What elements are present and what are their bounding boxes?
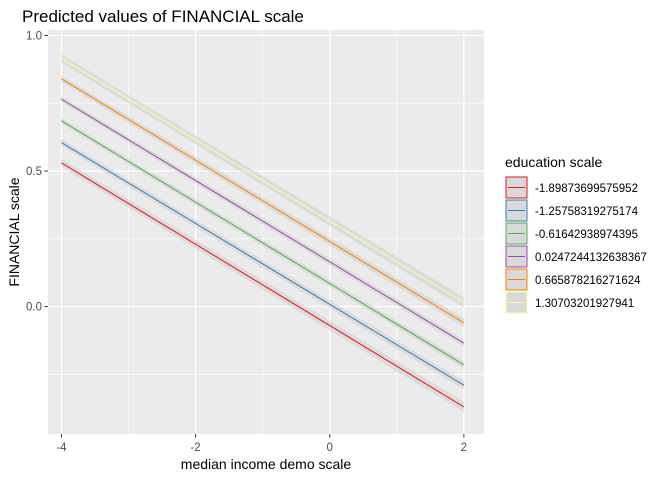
- series-line-0: [61, 162, 465, 408]
- ci-ribbon-0: [61, 158, 464, 413]
- legend-label: -1.25758319275174: [535, 206, 639, 218]
- y-tick-label: 0.5: [26, 166, 42, 178]
- y-axis-ticks: 0.0 0.5 1.0: [26, 30, 48, 314]
- legend-item: -1.25758319275174: [505, 199, 639, 222]
- legend-item: 0.665878216271624: [505, 268, 641, 291]
- major-gridlines: [48, 30, 484, 434]
- y-axis-title: FINANCIAL scale: [6, 177, 22, 286]
- chart-title: Predicted values of FINANCIAL scale: [22, 7, 304, 26]
- y-tick-label: 0.0: [26, 302, 42, 314]
- legend-item: -1.89873699575952: [505, 176, 638, 199]
- series-line-2: [61, 120, 465, 366]
- legend-label: 1.30703201927941: [535, 298, 634, 310]
- x-tick-label: 2: [461, 442, 467, 454]
- plot-panel: [48, 30, 484, 434]
- x-tick-label: 0: [327, 442, 333, 454]
- y-tick-label: 1.0: [26, 30, 42, 42]
- legend-label: -0.61642938974395: [535, 229, 638, 241]
- legend-items: -1.89873699575952 -1.25758319275174 -0.616…: [505, 176, 647, 314]
- legend-item: 0.0247244132638367: [505, 245, 647, 268]
- x-axis-title: median income demo scale: [181, 456, 352, 472]
- legend-label: -1.89873699575952: [535, 183, 638, 195]
- legend-label: 0.665878216271624: [535, 275, 641, 287]
- series-line-4: [61, 78, 465, 324]
- legend-item: -0.61642938974395: [505, 222, 638, 245]
- x-axis-ticks: -4 -2 0 2: [56, 434, 467, 454]
- legend: education scale -1.89873699575952 -1.2575…: [505, 154, 647, 314]
- x-tick-label: -2: [190, 442, 200, 454]
- series-line-1: [61, 142, 465, 386]
- series-line-3: [61, 98, 465, 344]
- legend-label: 0.0247244132638367: [535, 252, 647, 264]
- series-lines: [61, 58, 465, 408]
- legend-title: education scale: [505, 154, 603, 170]
- ci-ribbon-5: [61, 54, 464, 308]
- series-line-5: [61, 58, 465, 303]
- x-tick-label: -4: [56, 442, 67, 454]
- legend-item: 1.30703201927941: [505, 291, 634, 314]
